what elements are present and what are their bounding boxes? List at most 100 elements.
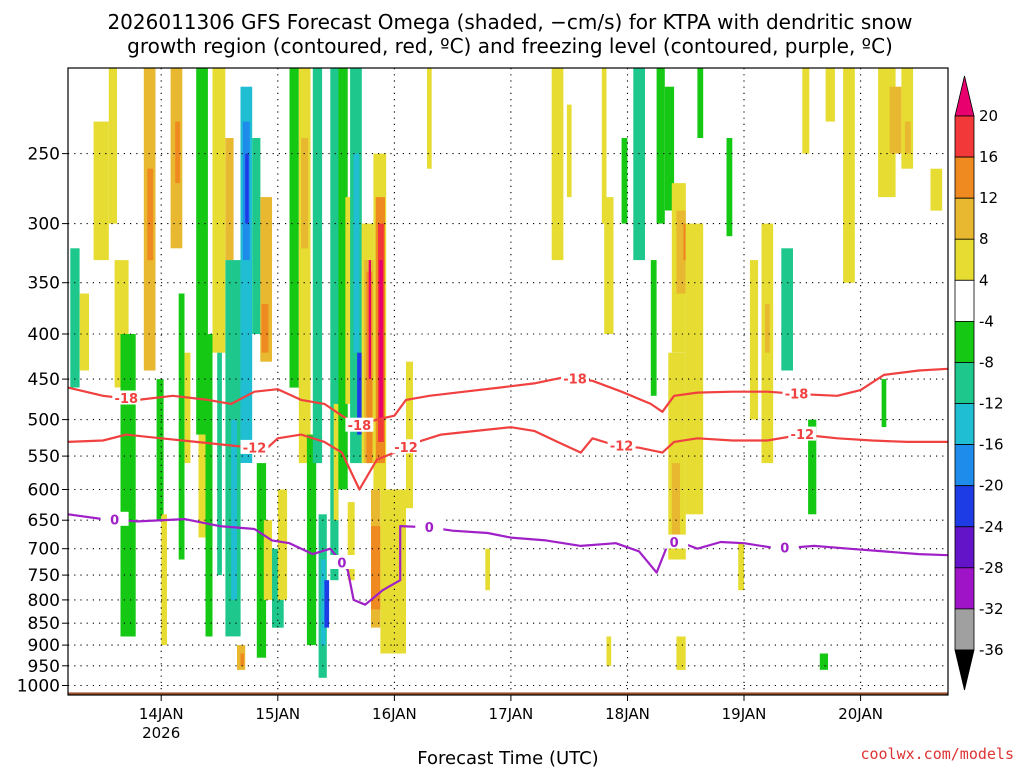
x-tick-label: 14JAN: [139, 705, 184, 723]
contour-label-bg: [782, 385, 811, 400]
colorbar-swatch: [954, 238, 975, 281]
omega-cell: [205, 334, 213, 637]
omega-cell: [904, 121, 911, 154]
omega-cell: [697, 68, 704, 138]
omega-cell: [825, 68, 835, 122]
y-tick-label: 450: [28, 370, 60, 390]
omega-cell: [353, 153, 360, 353]
omega-cell: [245, 153, 249, 224]
omega-cell: [380, 489, 406, 654]
omega-cell: [601, 68, 607, 224]
ground-strip: [68, 692, 948, 695]
chart-title-line-2: growth region (contoured, red, ºC) and f…: [127, 34, 893, 58]
y-tick-label: 1000: [17, 677, 60, 697]
colorbar-tick-label: -32: [979, 600, 1004, 618]
omega-cell: [212, 68, 226, 353]
omega-cell: [298, 68, 311, 464]
colorbar: 20 16 12 8 4 -4 -8 -12 -16 -20 -24 -28 -32 -36: [954, 75, 1004, 691]
contour-label: 0: [780, 542, 789, 557]
omega-cell: [256, 463, 267, 658]
colorbar-swatch: [954, 403, 975, 445]
omega-cell: [156, 379, 164, 521]
omega-cell: [621, 138, 628, 224]
omega-cell: [604, 197, 614, 334]
omega-cell: [260, 197, 272, 362]
omega-cell: [231, 419, 237, 600]
y-tick-label: 250: [28, 145, 60, 165]
omega-cell: [685, 223, 704, 515]
omega-cell: [357, 352, 362, 435]
contour-label-bg: [607, 438, 636, 453]
credit-text[interactable]: coolwx.com/models: [860, 745, 1014, 763]
contour-label: 0: [425, 521, 434, 536]
colorbar-swatch: [954, 526, 975, 569]
contour-line-freezing-level: [67, 513, 949, 606]
omega-cell: [306, 434, 317, 646]
colorbar-swatch: [954, 485, 975, 528]
omega-shading: [70, 68, 943, 678]
contour-label-bg: [788, 426, 817, 441]
omega-cell: [551, 68, 564, 261]
contour-label-bg: [392, 439, 420, 454]
omega-cell: [676, 210, 686, 294]
y-tick-label: 300: [28, 215, 60, 235]
omega-cell: [606, 636, 612, 666]
contour-label-bg: [561, 370, 589, 385]
y-tick-label: 950: [28, 657, 60, 677]
colorbar-swatch: [954, 197, 975, 240]
y-tick-label: 750: [28, 566, 60, 586]
omega-cell: [79, 293, 89, 371]
omega-cell: [324, 580, 330, 628]
omega-cell: [252, 138, 261, 334]
contour-label: -18: [115, 392, 139, 407]
contour-label: -18: [348, 419, 372, 434]
y-axis-ticks: 2503003504004505005506006507007508008509…: [17, 145, 68, 697]
colorbar-tick-label: -8: [979, 354, 994, 372]
omega-cell: [240, 653, 244, 666]
contour-label: -18: [563, 372, 587, 387]
omega-cell: [70, 248, 80, 388]
contour-label: 0: [670, 536, 679, 551]
omega-cell: [345, 197, 354, 404]
omega-cell: [633, 68, 645, 261]
x-axis-label: Forecast Time (UTC): [417, 748, 598, 768]
omega-cell: [120, 334, 136, 637]
omega-cell: [240, 86, 253, 463]
plot-frame: [67, 67, 949, 696]
omega-cell: [889, 86, 902, 154]
omega-cell: [930, 168, 943, 211]
omega-cell: [427, 68, 432, 169]
contour-label: -12: [791, 428, 815, 443]
contour-label-bg: [345, 417, 374, 432]
contour-label-bg: [415, 519, 444, 534]
omega-cell: [368, 260, 371, 380]
plot-area: -18 -18 -18 -18 -12 -12 -12 -12 0 0 0 0 0: [67, 67, 949, 696]
omega-cell: [178, 293, 185, 560]
y-tick-label: 350: [28, 274, 60, 294]
contour-label-bg: [240, 439, 269, 454]
omega-cell: [320, 559, 326, 646]
colorbar-swatch: [954, 320, 975, 363]
colorbar-bottom-arrow: [954, 649, 975, 691]
omega-cell: [196, 68, 208, 435]
temperature-contours: -18 -18 -18 -18 -12 -12 -12 -12 0 0 0 0 0: [67, 367, 949, 606]
x-tick-label: 20JAN: [838, 705, 883, 723]
omega-cell: [406, 361, 413, 509]
contour-label: 0: [110, 513, 119, 528]
colorbar-swatch: [954, 608, 975, 651]
colorbar-tick-label: -12: [979, 395, 1004, 413]
omega-cell: [671, 463, 680, 538]
colorbar-tick-label: -36: [979, 641, 1004, 659]
omega-cell: [650, 260, 657, 396]
y-tick-label: 850: [28, 614, 60, 634]
omega-cell: [147, 168, 154, 261]
omega-cell: [843, 68, 855, 283]
omega-cell: [371, 526, 381, 610]
omega-cell: [161, 514, 167, 646]
omega-cell: [312, 68, 323, 464]
omega-cell: [338, 68, 348, 490]
contour-label-bg: [327, 555, 356, 569]
contour-label: -12: [610, 440, 634, 455]
